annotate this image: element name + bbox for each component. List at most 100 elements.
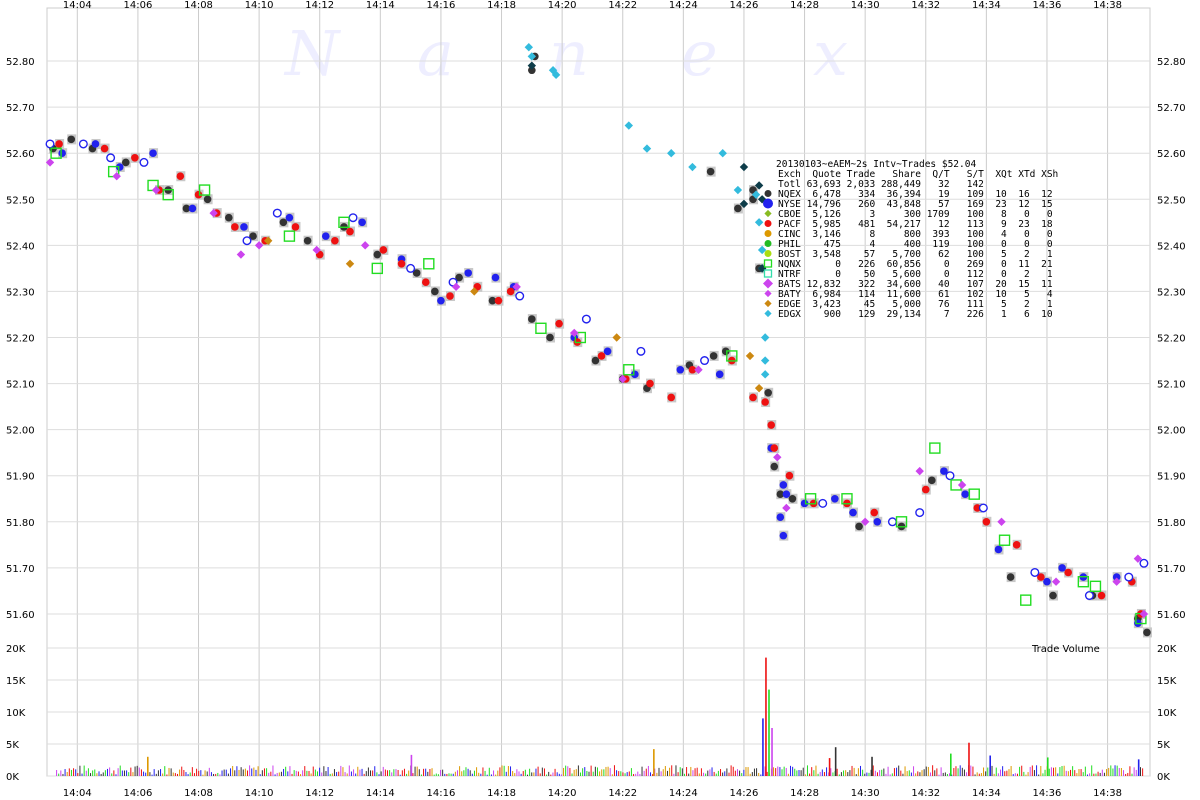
- volume-bar: [709, 769, 711, 776]
- edgx-trade-point: [760, 370, 770, 379]
- volume-bar: [119, 765, 121, 776]
- volume-bar: [1095, 773, 1097, 776]
- volume-bar: [569, 767, 571, 776]
- volume-bar: [176, 773, 178, 776]
- volume-bar: [484, 770, 486, 776]
- volume-bar: [206, 771, 208, 776]
- volume-bar: [853, 767, 855, 776]
- volume-bar: [743, 769, 745, 776]
- volume-bar: [730, 765, 732, 776]
- legend-row: CBOE 5,126 3 300 1709 100 8 0 0: [778, 209, 1053, 220]
- watermark-letter: e: [681, 17, 718, 90]
- price-tick-left: 52.00: [6, 426, 35, 437]
- volume-bar: [376, 772, 378, 776]
- volume-bar: [503, 765, 505, 776]
- time-tick-bottom: 14:12: [305, 788, 334, 799]
- time-tick-bottom: 14:36: [1033, 788, 1062, 799]
- volume-bar: [703, 772, 705, 776]
- volume-bar: [779, 767, 781, 776]
- legend-marker: [763, 269, 773, 278]
- volume-bar: [677, 772, 679, 776]
- edgx-trade-point: [751, 190, 761, 199]
- volume-bar: [1048, 768, 1050, 776]
- volume-bar: [879, 770, 881, 776]
- volume-bar: [756, 768, 758, 776]
- volume-bar: [1067, 771, 1069, 776]
- nqex-trade-point: [455, 273, 463, 282]
- nqnx-trade-point: [162, 188, 174, 201]
- volume-bar: [295, 770, 297, 776]
- volume-bar: [707, 770, 709, 776]
- volume-bar: [675, 765, 677, 776]
- nqex-trade-point: [721, 347, 730, 356]
- volume-bar: [983, 767, 985, 776]
- volume-bar: [1044, 769, 1046, 776]
- volume-bar: [934, 770, 936, 776]
- volume-bar: [416, 766, 418, 776]
- edgx-trade-point: [624, 121, 634, 130]
- nqex-trade-point: [303, 236, 312, 245]
- nyse-hollow-trade-point: [581, 314, 591, 324]
- pacf-trade-point: [761, 398, 769, 406]
- nyse-trade-point: [437, 296, 445, 305]
- volume-bar: [87, 768, 89, 776]
- time-tick-bottom: 14:28: [790, 788, 819, 799]
- volume-bar: [283, 768, 285, 776]
- volume-bar: [800, 770, 802, 776]
- volume-bar: [187, 774, 189, 776]
- volume-bar: [446, 773, 448, 776]
- price-tick-right: 52.80: [1157, 57, 1186, 68]
- nyse-hollow-trade-point: [139, 157, 149, 167]
- volume-bar: [785, 767, 787, 776]
- pacf-trade-point: [555, 319, 563, 328]
- volume-bar: [734, 770, 736, 776]
- volume-bar: [798, 770, 800, 776]
- volume-bar: [160, 769, 162, 776]
- volume-bar: [1014, 773, 1016, 776]
- volume-bar: [535, 768, 537, 776]
- bats-trade-point: [694, 365, 703, 374]
- volume-spike: [653, 749, 655, 776]
- volume-bar: [168, 767, 170, 776]
- volume-bar: [601, 769, 603, 776]
- volume-bar: [64, 769, 66, 776]
- time-tick-top: 14:06: [123, 0, 152, 11]
- nyse-trade-point: [715, 370, 724, 379]
- volume-bar: [73, 768, 75, 776]
- volume-bar: [777, 766, 779, 776]
- volume-bar: [635, 773, 637, 776]
- volume-bar: [497, 770, 499, 776]
- volume-bar: [361, 768, 363, 776]
- volume-bar: [826, 767, 828, 776]
- volume-bar: [314, 769, 316, 776]
- nyse-trade-point: [1058, 564, 1066, 572]
- volume-bar: [531, 772, 533, 776]
- volume-bar: [75, 769, 77, 776]
- watermark-letter: x: [813, 17, 848, 90]
- volume-tick-right: 10K: [1157, 708, 1177, 719]
- volume-bar: [620, 771, 622, 776]
- volume-bar: [717, 770, 719, 776]
- nqnx-trade-point: [535, 322, 547, 334]
- volume-bar: [249, 765, 251, 776]
- volume-bar: [414, 766, 416, 776]
- volume-spike: [768, 689, 770, 776]
- nyse-hollow-trade-point: [1139, 558, 1149, 568]
- pacf-trade-point: [1012, 541, 1021, 549]
- volume-bar: [215, 773, 217, 776]
- volume-bar: [391, 772, 393, 776]
- volume-bar: [843, 770, 845, 776]
- volume-bar: [333, 769, 335, 776]
- volume-bar: [1112, 768, 1114, 776]
- bats-trade-point: [151, 185, 161, 195]
- volume-spike: [762, 718, 764, 776]
- volume-bar: [507, 766, 509, 776]
- nyse-trade-point: [285, 213, 294, 222]
- volume-bar: [664, 766, 666, 776]
- pacf-trade-point: [1037, 573, 1045, 581]
- volume-spike: [968, 742, 970, 776]
- volume-bar: [537, 766, 539, 776]
- nqnx-trade-point: [841, 493, 853, 505]
- volume-bar: [681, 768, 683, 776]
- volume-bar: [238, 769, 240, 776]
